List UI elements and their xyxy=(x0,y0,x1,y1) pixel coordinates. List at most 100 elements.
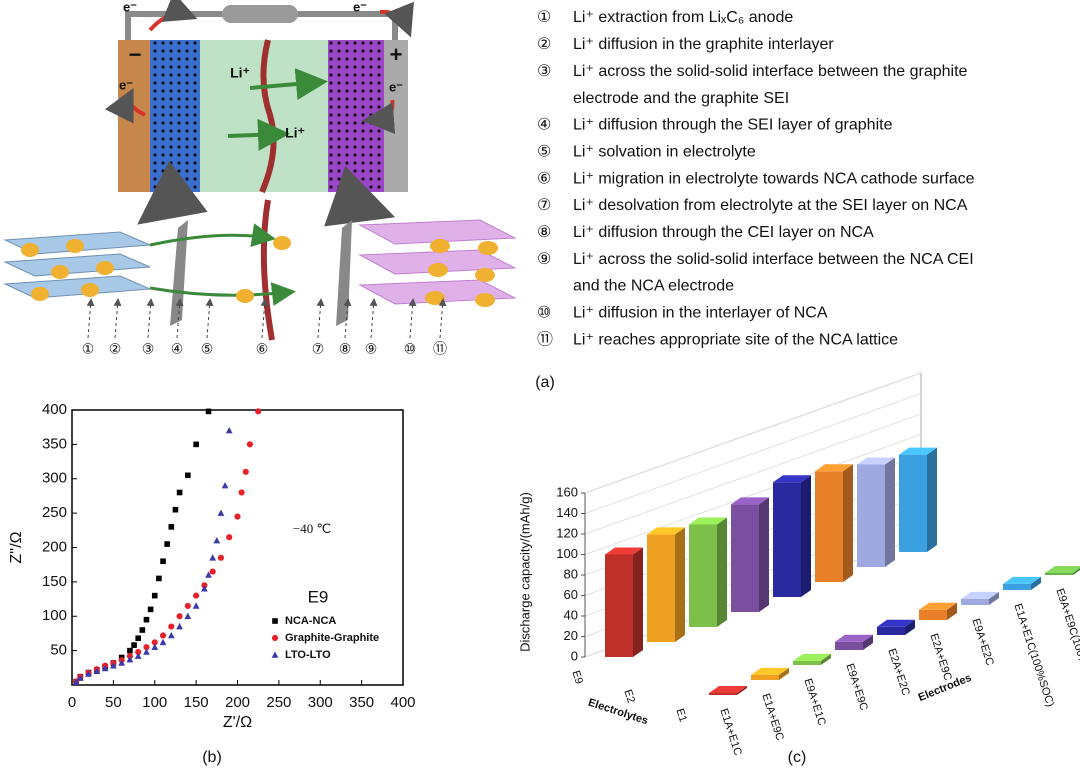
marker xyxy=(176,613,183,620)
y-tick-label: 20 xyxy=(564,628,578,643)
diagram-marker: ⑥ xyxy=(256,341,269,357)
marker xyxy=(184,602,191,610)
cei-layer xyxy=(336,220,352,326)
x-tick-label: E1A+E9C xyxy=(759,692,785,742)
step-marker: ⑪ xyxy=(537,330,553,348)
legend-label: LTO-LTO xyxy=(285,649,331,661)
x-tick-label: E2A+E2C xyxy=(885,647,911,697)
pointer-line xyxy=(316,298,325,339)
bar-side xyxy=(779,667,789,680)
resistor xyxy=(222,5,298,23)
marker xyxy=(217,554,225,561)
y-tick-label: 140 xyxy=(556,505,578,520)
marker xyxy=(217,509,225,516)
bar-top xyxy=(605,547,643,555)
x-tick-label: 150 xyxy=(184,694,209,711)
panel-label: (b) xyxy=(202,749,222,766)
marker xyxy=(72,678,80,686)
x-tick-label: E1A+E1C(100%SOC) xyxy=(1011,602,1056,708)
electron-arrow xyxy=(379,1,414,38)
electron-label: e⁻ xyxy=(119,77,133,92)
annotation: E9 xyxy=(308,587,329,606)
step-marker: ④ xyxy=(537,117,551,134)
y-tick-label: 150 xyxy=(42,573,67,590)
marker xyxy=(76,674,84,681)
marker xyxy=(151,643,159,650)
ion-path xyxy=(149,282,296,306)
bar-front xyxy=(835,641,863,650)
step-marker: ⑨ xyxy=(537,251,551,268)
electron-label: e⁻ xyxy=(123,0,137,14)
marker xyxy=(167,631,175,639)
bar xyxy=(1003,576,1041,590)
bar-side xyxy=(843,464,853,582)
x-tick-label: E9A+E9C(100%SOC) xyxy=(1053,587,1080,693)
bar-top xyxy=(815,464,853,472)
zoom-arrow xyxy=(324,165,396,227)
diagram-marker: ⑩ xyxy=(404,341,417,357)
marker xyxy=(193,441,199,448)
bar-front xyxy=(899,454,927,552)
bar-front xyxy=(773,482,801,597)
bar-front xyxy=(857,464,885,567)
step-text: electrode and the graphite SEI xyxy=(573,90,789,107)
step-text: Li⁺ across the solid-solid interface bet… xyxy=(573,63,968,80)
y-axis-label: Discharge capacity/(mAh/g) xyxy=(517,492,532,652)
ion xyxy=(273,236,291,250)
electron-arrow xyxy=(148,0,198,32)
step-text: and the NCA electrode xyxy=(573,278,734,295)
bar xyxy=(919,602,957,620)
bar-top xyxy=(835,634,873,642)
x-tick-label: 350 xyxy=(349,694,374,711)
bar xyxy=(877,619,915,635)
x-tick-label: E1A+E1C xyxy=(717,707,743,757)
bar-side xyxy=(885,457,895,567)
bar-front xyxy=(709,692,737,695)
grid-line xyxy=(584,434,922,555)
x-tick-label: 400 xyxy=(390,694,415,711)
marker xyxy=(168,524,175,530)
minus-sign: − xyxy=(129,42,142,67)
marker xyxy=(159,632,167,639)
electron-arrow xyxy=(362,99,396,135)
step-text: Li⁺ solvation in electrolyte xyxy=(573,143,756,160)
x-tick-label: 0 xyxy=(68,694,76,711)
legend-marker xyxy=(271,651,279,658)
ion-label: Li⁺ xyxy=(285,125,305,141)
bar-top xyxy=(919,602,957,610)
separator-zoom xyxy=(260,199,275,341)
anode-particles xyxy=(150,40,200,192)
marker xyxy=(126,655,134,663)
bar xyxy=(899,447,937,552)
panel-label: (c) xyxy=(788,749,807,766)
bar-top xyxy=(1045,565,1080,573)
marker xyxy=(242,468,249,475)
legend-label: NCA-NCA xyxy=(285,615,336,627)
marker xyxy=(135,648,142,656)
y-tick-label: 300 xyxy=(42,470,67,487)
x-tick-label: E9A+E2C xyxy=(969,617,995,667)
step-text: Li⁺ reaches appropriate site of the NCA … xyxy=(573,331,898,348)
x-tick-label: E9A+E9C xyxy=(843,662,869,712)
pointer-line xyxy=(408,298,417,339)
y-tick-label: 200 xyxy=(42,538,67,555)
pointer-line xyxy=(86,298,95,339)
bar-top xyxy=(751,667,789,675)
step-text: Li⁺ migration in electrolyte towards NCA… xyxy=(573,170,975,187)
ion xyxy=(236,289,254,303)
separator xyxy=(259,39,277,194)
graphite-layers xyxy=(3,231,151,301)
bar-front xyxy=(961,598,989,605)
bar-top xyxy=(961,591,999,599)
marker xyxy=(246,441,253,448)
bar-front xyxy=(689,524,717,627)
x-tick-label: 100 xyxy=(142,694,167,711)
step-text: Li⁺ diffusion through the SEI layer of g… xyxy=(573,117,893,134)
annotation: −40 ℃ xyxy=(293,521,331,536)
marker xyxy=(110,662,117,669)
marker xyxy=(131,642,137,648)
y-tick-label: 100 xyxy=(42,607,67,624)
pointer-line xyxy=(175,298,184,339)
diagram-marker: ⑨ xyxy=(365,341,378,357)
